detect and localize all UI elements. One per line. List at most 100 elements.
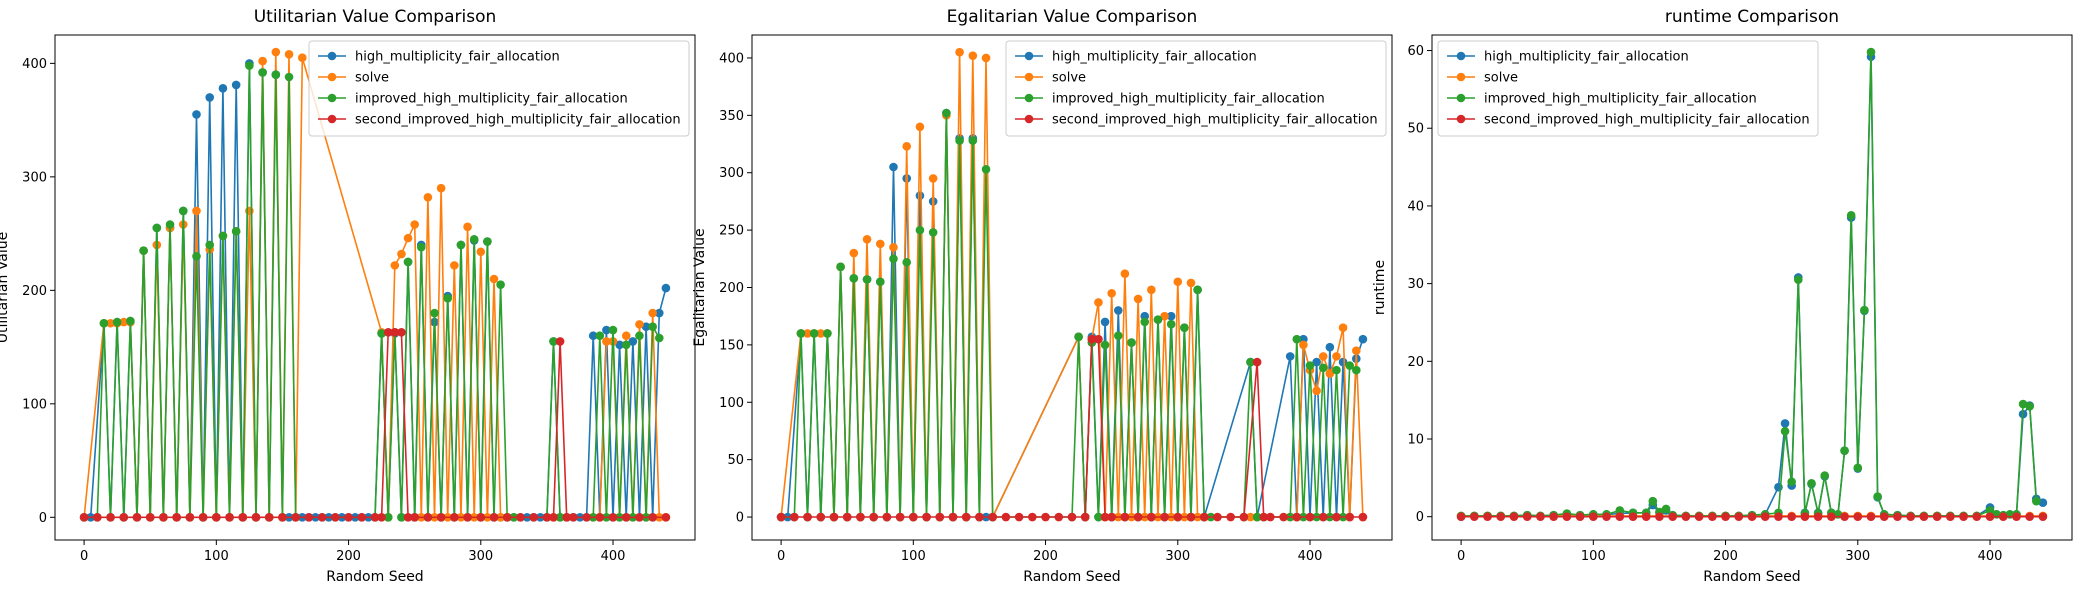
data-point [178, 206, 188, 216]
data-point [1787, 512, 1796, 521]
data-point [218, 84, 228, 93]
data-point [529, 513, 538, 522]
data-point [1259, 512, 1269, 522]
data-point [1470, 512, 1479, 521]
x-axis-label: Random Seed [326, 569, 423, 585]
axes-frame [54, 34, 696, 541]
x-tick-label: 200 [1033, 549, 1058, 564]
data-point [264, 513, 274, 522]
series-4 [79, 328, 671, 522]
data-point [1028, 512, 1037, 522]
data-point [1285, 352, 1295, 361]
data-point [1041, 512, 1050, 522]
data-point [1325, 369, 1335, 378]
x-tick-label: 0 [80, 549, 88, 564]
data-point [555, 337, 565, 346]
data-point [126, 316, 135, 326]
data-point [1873, 492, 1882, 501]
plot-area [776, 47, 1368, 522]
data-point [463, 513, 472, 522]
data-point [397, 513, 406, 522]
data-point [602, 325, 611, 335]
data-point [1100, 317, 1110, 327]
data-point [628, 337, 638, 346]
data-point [902, 142, 912, 151]
data-point [549, 337, 558, 346]
data-point [231, 80, 241, 90]
data-point [291, 513, 300, 522]
y-tick-label: 400 [719, 51, 744, 66]
data-point [1279, 512, 1288, 522]
data-point [1628, 512, 1638, 521]
data-point [99, 318, 109, 328]
data-point [1332, 352, 1341, 361]
data-point [1338, 357, 1348, 367]
chart-panel-2: Egalitarian Value Comparison 0 100 200 300 40… [692, 7, 1393, 585]
data-point [284, 49, 294, 59]
legend-entry: high_multiplicity_fair_allocation [1484, 50, 1689, 65]
data-point [849, 274, 859, 283]
data-point [1318, 363, 1328, 373]
data-point [1133, 294, 1143, 304]
data-point [1853, 512, 1863, 521]
data-point [192, 251, 201, 261]
y-tick-label: 50 [727, 453, 744, 468]
data-point [245, 61, 254, 70]
data-point [1813, 512, 1823, 521]
data-point [790, 512, 799, 522]
x-axis-label: Random Seed [1023, 569, 1120, 585]
data-point [1318, 512, 1328, 522]
x-tick-label: 300 [1845, 549, 1870, 564]
legend-swatch-marker [327, 93, 337, 103]
data-point [192, 110, 201, 119]
legend-swatch-marker [327, 51, 337, 61]
axes-frame [751, 34, 1393, 541]
data-point [1252, 357, 1262, 367]
data-point [961, 512, 971, 522]
data-point [112, 317, 122, 327]
data-point [132, 513, 142, 522]
data-point [1292, 334, 1302, 344]
plot-area [79, 47, 671, 522]
data-point [555, 513, 565, 522]
data-point [205, 93, 215, 102]
data-point [1332, 365, 1341, 375]
data-point [648, 322, 657, 331]
data-point [1615, 506, 1625, 515]
data-point [489, 513, 499, 522]
data-point [1985, 506, 1995, 515]
data-point [423, 192, 433, 202]
data-point [1827, 512, 1836, 521]
data-point [1853, 463, 1863, 473]
legend-swatch-marker [1456, 72, 1466, 82]
data-point [1846, 210, 1856, 220]
data-point [942, 108, 951, 118]
data-point [1127, 338, 1136, 347]
data-point [882, 512, 892, 522]
plot-area [1456, 47, 2048, 521]
data-point [476, 247, 486, 257]
data-point [595, 331, 605, 341]
legend-entry: second_improved_high_multiplicity_fair_a… [1484, 113, 1810, 128]
chart-panel-3: runtime Comparison 0 100 200 300 400 0 10 20 30 40… [1372, 7, 2073, 585]
data-point [271, 47, 281, 57]
data-point [1113, 306, 1123, 315]
data-point [1246, 357, 1255, 367]
data-point [928, 174, 938, 183]
data-point [1840, 512, 1849, 521]
data-point [1648, 496, 1658, 506]
y-tick-label: 350 [719, 109, 744, 124]
legend-entry: solve [1052, 71, 1086, 86]
data-point [909, 512, 918, 522]
data-point [635, 513, 644, 522]
data-point [542, 513, 552, 522]
legend-swatch-marker [327, 114, 337, 124]
data-point [1100, 512, 1110, 522]
y-tick-label: 50 [1407, 122, 1424, 137]
data-point [1562, 512, 1572, 521]
data-point [423, 513, 433, 522]
data-point [403, 257, 413, 267]
